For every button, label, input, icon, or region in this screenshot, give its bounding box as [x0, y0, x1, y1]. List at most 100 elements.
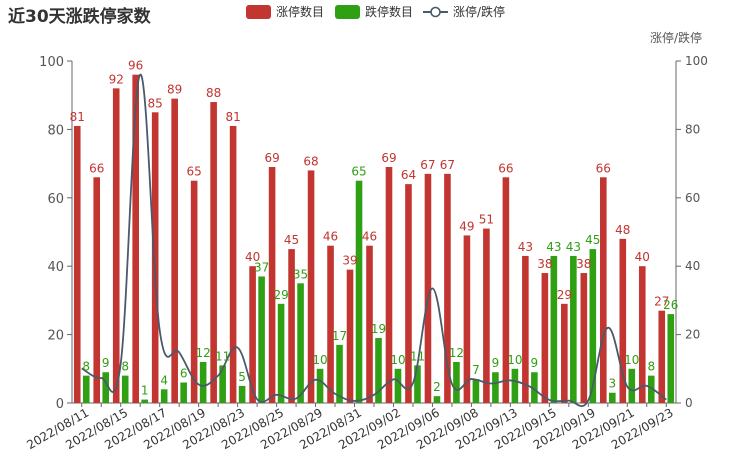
limit-up-value-label: 39	[342, 254, 357, 268]
limit-down-value-label: 26	[663, 298, 678, 312]
limit-up-bar	[385, 167, 393, 403]
limit-up-value-label: 38	[537, 257, 552, 271]
limit-down-value-label: 6	[180, 366, 188, 380]
limit-up-bar	[268, 167, 276, 403]
limit-down-bar	[121, 375, 129, 403]
limit-down-bar	[628, 368, 636, 403]
limit-up-bar	[132, 74, 139, 404]
limit-up-bar	[73, 125, 81, 403]
limit-down-value-label: 4	[160, 373, 168, 387]
legend-marker	[430, 6, 441, 18]
limit-down-bar	[647, 375, 655, 403]
limit-up-bar	[658, 310, 666, 403]
limit-up-bar	[638, 266, 646, 403]
limit-down-bar	[433, 396, 441, 403]
limit-down-value-label: 10	[312, 353, 327, 367]
limit-up-bar	[210, 102, 217, 403]
limit-up-bar	[151, 112, 159, 404]
limit-up-bar	[463, 235, 471, 403]
limit-up-value-label: 64	[401, 168, 416, 182]
limit-down-bar	[609, 392, 616, 403]
limit-down-value-label: 8	[647, 360, 655, 374]
limit-down-bar	[394, 368, 402, 403]
legend[interactable]: 涨停数目 跌停数目 涨停/跌停	[246, 4, 505, 19]
limit-down-value-label: 8	[121, 360, 129, 374]
limit-down-value-label: 65	[351, 165, 366, 179]
limit-down-bar	[297, 283, 304, 403]
limit-up-value-label: 69	[381, 151, 396, 165]
limit-down-bar	[219, 365, 226, 403]
ratio-line	[81, 73, 667, 408]
limit-down-value-label: 43	[566, 240, 581, 254]
legend-swatch	[335, 5, 360, 19]
limit-down-value-label: 10	[390, 353, 405, 367]
limit-down-value-label: 5	[238, 370, 246, 384]
limit-up-value-label: 49	[459, 219, 474, 233]
limit-up-bar	[424, 173, 432, 403]
limit-up-value-label: 81	[70, 110, 85, 124]
axes: 0 20 40 60 80 100 0 20 40 60 80 100	[39, 54, 708, 412]
limit-up-bar	[112, 88, 120, 404]
limit-up-bar	[366, 245, 373, 403]
limit-up-value-label: 27	[654, 295, 669, 309]
limit-down-bar	[258, 276, 265, 403]
limit-up-bar	[483, 228, 490, 403]
limit-down-value-label: 7	[472, 363, 480, 377]
data-labels: 8186699289618548966512881181540376929453…	[70, 59, 679, 398]
limit-down-bar	[589, 249, 597, 403]
limit-down-bar	[141, 399, 148, 403]
limit-up-value-label: 81	[225, 110, 240, 124]
x-axis-ticks: 2022/08/112022/08/152022/08/172022/08/19…	[24, 403, 676, 452]
limit-up-bar	[249, 266, 256, 403]
limit-up-bar	[580, 273, 588, 403]
limit-up-value-label: 48	[615, 223, 630, 237]
limit-down-value-label: 8	[82, 360, 90, 374]
limit-down-bar	[472, 379, 480, 403]
limit-down-bar	[82, 375, 90, 403]
limit-down-value-label: 11	[215, 349, 230, 363]
limit-up-bar	[288, 249, 295, 403]
limit-down-value-label: 10	[624, 353, 639, 367]
legend-item[interactable]: 涨停数目	[246, 4, 324, 19]
legend-item[interactable]: 跌停数目	[335, 4, 413, 19]
limit-down-value-label: 19	[371, 322, 386, 336]
limit-up-value-label: 43	[518, 240, 533, 254]
left-tick-label: 60	[47, 192, 64, 207]
limit-up-bar	[346, 269, 354, 403]
left-tick-label: 100	[39, 55, 64, 70]
limit-down-bar	[355, 180, 363, 403]
limit-up-bar	[171, 98, 178, 404]
limit-up-value-label: 89	[167, 83, 182, 97]
limit-up-value-label: 51	[479, 213, 494, 227]
right-tick-label: 0	[685, 396, 693, 410]
limit-up-value-label: 69	[264, 151, 279, 165]
limit-down-value-label: 10	[507, 353, 522, 367]
limit-up-value-label: 29	[557, 288, 572, 302]
right-tick-label: 60	[685, 191, 700, 205]
limit-down-value-label: 9	[102, 356, 110, 370]
legend-item[interactable]: 涨停/跌停	[423, 4, 505, 19]
limit-up-bar	[522, 255, 529, 403]
limit-down-bar	[492, 372, 499, 403]
limit-down-bar	[375, 338, 382, 403]
limit-up-value-label: 67	[440, 158, 455, 172]
limit-down-bar	[238, 385, 246, 403]
left-tick-label: 0	[56, 397, 64, 412]
limit-down-bar	[453, 361, 460, 403]
limit-down-bar	[277, 303, 285, 403]
limit-down-value-label: 9	[531, 356, 539, 370]
limit-down-value-label: 11	[410, 349, 425, 363]
limit-down-bar	[102, 372, 110, 403]
limit-up-bar	[229, 125, 237, 403]
limit-up-value-label: 68	[303, 154, 318, 168]
limit-up-value-label: 96	[128, 59, 143, 73]
right-tick-label: 80	[685, 122, 700, 136]
limit-up-value-label: 45	[284, 233, 299, 247]
limit-down-bar	[511, 368, 519, 403]
right-axis-name: 涨停/跌停	[650, 30, 702, 45]
legend-label: 跌停数目	[365, 4, 413, 19]
right-tick-label: 20	[685, 328, 700, 342]
limit-up-bar	[502, 177, 510, 403]
limit-down-value-label: 1	[141, 384, 149, 398]
